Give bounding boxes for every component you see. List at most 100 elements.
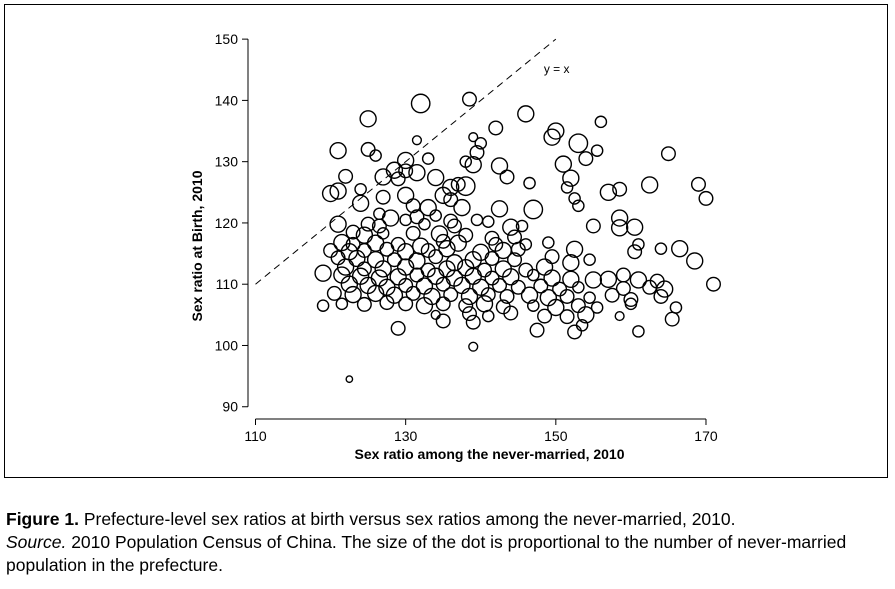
x-axis-title: Sex ratio among the never-married, 2010 bbox=[355, 446, 625, 462]
y-axis-title: Sex ratio at Birth, 2010 bbox=[189, 170, 205, 321]
data-point bbox=[345, 375, 354, 384]
data-point bbox=[409, 267, 425, 283]
data-point bbox=[614, 310, 625, 322]
data-point bbox=[584, 271, 603, 289]
data-point bbox=[430, 309, 441, 320]
data-point bbox=[543, 128, 561, 146]
data-point bbox=[490, 200, 509, 218]
data-point bbox=[408, 163, 426, 182]
data-point bbox=[435, 313, 451, 329]
data-point bbox=[632, 238, 645, 251]
source-text: 2010 Population Census of China. The siz… bbox=[6, 532, 847, 575]
data-point bbox=[632, 325, 645, 338]
data-point bbox=[517, 105, 535, 123]
data-point bbox=[615, 280, 631, 296]
data-point bbox=[435, 276, 451, 292]
data-point bbox=[537, 308, 553, 324]
data-point bbox=[415, 296, 434, 315]
data-point bbox=[411, 135, 423, 146]
data-point bbox=[446, 218, 462, 234]
data-point bbox=[477, 262, 493, 278]
data-point bbox=[698, 190, 714, 206]
data-point bbox=[523, 199, 544, 220]
y-tick-label: 150 bbox=[215, 31, 239, 47]
data-point bbox=[499, 169, 515, 185]
data-point bbox=[438, 239, 456, 258]
data-point bbox=[612, 181, 628, 197]
data-point bbox=[594, 115, 608, 129]
data-point bbox=[562, 169, 580, 187]
data-point bbox=[469, 144, 485, 160]
data-point bbox=[472, 278, 490, 296]
data-point bbox=[475, 295, 494, 313]
data-point bbox=[390, 171, 406, 187]
data-point bbox=[655, 280, 674, 298]
data-point bbox=[329, 215, 347, 233]
data-point bbox=[480, 287, 496, 303]
data-point bbox=[329, 141, 347, 160]
data-point bbox=[664, 311, 680, 327]
x-tick-label: 130 bbox=[394, 428, 418, 444]
source-line: Source. 2010 Population Census of China.… bbox=[6, 531, 890, 577]
data-point bbox=[435, 296, 451, 312]
data-point bbox=[599, 183, 618, 202]
data-point bbox=[625, 218, 644, 236]
data-point bbox=[468, 341, 479, 352]
data-point bbox=[398, 296, 414, 312]
data-points bbox=[314, 91, 721, 384]
axis-labels: Sex ratio among the never-married, 2010 … bbox=[189, 62, 625, 462]
data-point bbox=[547, 122, 565, 140]
data-point bbox=[660, 146, 676, 162]
data-point bbox=[492, 277, 508, 293]
data-point bbox=[461, 91, 477, 107]
data-point bbox=[627, 244, 643, 260]
data-point bbox=[519, 238, 533, 251]
data-point bbox=[523, 176, 536, 190]
data-point bbox=[366, 284, 385, 303]
data-point bbox=[470, 213, 484, 227]
data-point bbox=[323, 243, 339, 259]
reference-line-label: y = x bbox=[544, 62, 570, 76]
data-point bbox=[488, 120, 504, 136]
data-point bbox=[542, 236, 555, 249]
data-point bbox=[468, 132, 479, 143]
data-point bbox=[461, 306, 477, 322]
data-point bbox=[453, 198, 471, 217]
data-point bbox=[396, 151, 415, 170]
data-point bbox=[510, 279, 526, 295]
data-point bbox=[474, 136, 488, 150]
y-tick-label: 120 bbox=[215, 215, 239, 231]
data-point bbox=[583, 291, 596, 304]
x-tick-label: 170 bbox=[694, 428, 718, 444]
data-point bbox=[418, 217, 431, 231]
data-point bbox=[671, 239, 689, 258]
data-point bbox=[351, 194, 370, 213]
data-point bbox=[529, 322, 545, 338]
data-point bbox=[570, 298, 586, 314]
data-point bbox=[610, 219, 629, 237]
figure-title-line: Figure 1. Prefecture-level sex ratios at… bbox=[6, 508, 890, 531]
data-point bbox=[434, 186, 452, 205]
data-point bbox=[527, 268, 540, 282]
data-point bbox=[316, 299, 330, 312]
data-point bbox=[547, 298, 565, 317]
data-point bbox=[669, 301, 683, 314]
data-point bbox=[411, 237, 430, 255]
data-point bbox=[515, 219, 529, 233]
data-point bbox=[371, 218, 387, 234]
source-label: Source. bbox=[6, 532, 67, 552]
data-point bbox=[590, 144, 604, 157]
chart-frame: 90 100 110 120 130 140 150 110 130 150 170 Sex rat… bbox=[4, 4, 888, 478]
data-point bbox=[321, 184, 340, 203]
data-point bbox=[481, 309, 495, 323]
figure-label: Figure 1. bbox=[6, 509, 79, 529]
data-point bbox=[572, 199, 585, 213]
data-point bbox=[640, 176, 659, 194]
data-point bbox=[379, 295, 395, 311]
data-point bbox=[527, 299, 540, 312]
data-point bbox=[585, 218, 601, 234]
data-point bbox=[560, 181, 574, 194]
data-point bbox=[326, 285, 342, 301]
data-point bbox=[567, 324, 583, 340]
data-point bbox=[623, 292, 639, 308]
